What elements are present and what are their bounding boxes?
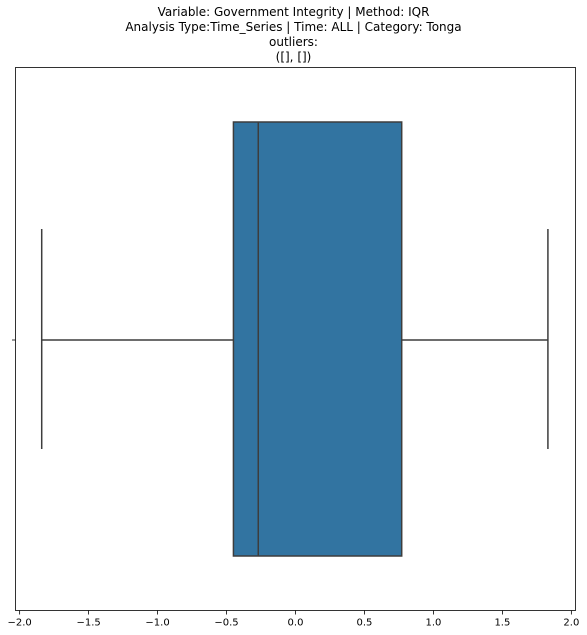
x-tick-label: −1.0 — [145, 618, 169, 629]
x-tick-label: 1.5 — [494, 618, 510, 629]
chart-title-line-3: outliers: — [269, 35, 318, 49]
x-tick-label: 0.5 — [357, 618, 373, 629]
box-iqr-rect — [232, 121, 403, 557]
chart-title-line-2: Analysis Type:Time_Series | Time: ALL | … — [125, 20, 462, 34]
x-tick-label: −2.0 — [7, 618, 31, 629]
x-tick-label: 2.0 — [563, 618, 579, 629]
x-tick-label: −0.5 — [214, 618, 238, 629]
chart-title-line-1: Variable: Government Integrity | Method:… — [157, 5, 430, 19]
x-tick-label: 0.0 — [288, 618, 304, 629]
chart-title-line-4: ([], []) — [275, 50, 312, 64]
x-tick-label: −1.5 — [76, 618, 100, 629]
x-axis: −2.0 −1.5 −1.0 −0.5 0.0 0.5 1.0 1.5 2.0 — [7, 610, 579, 629]
box-layer — [40, 121, 549, 557]
x-tick-label: 1.0 — [425, 618, 441, 629]
